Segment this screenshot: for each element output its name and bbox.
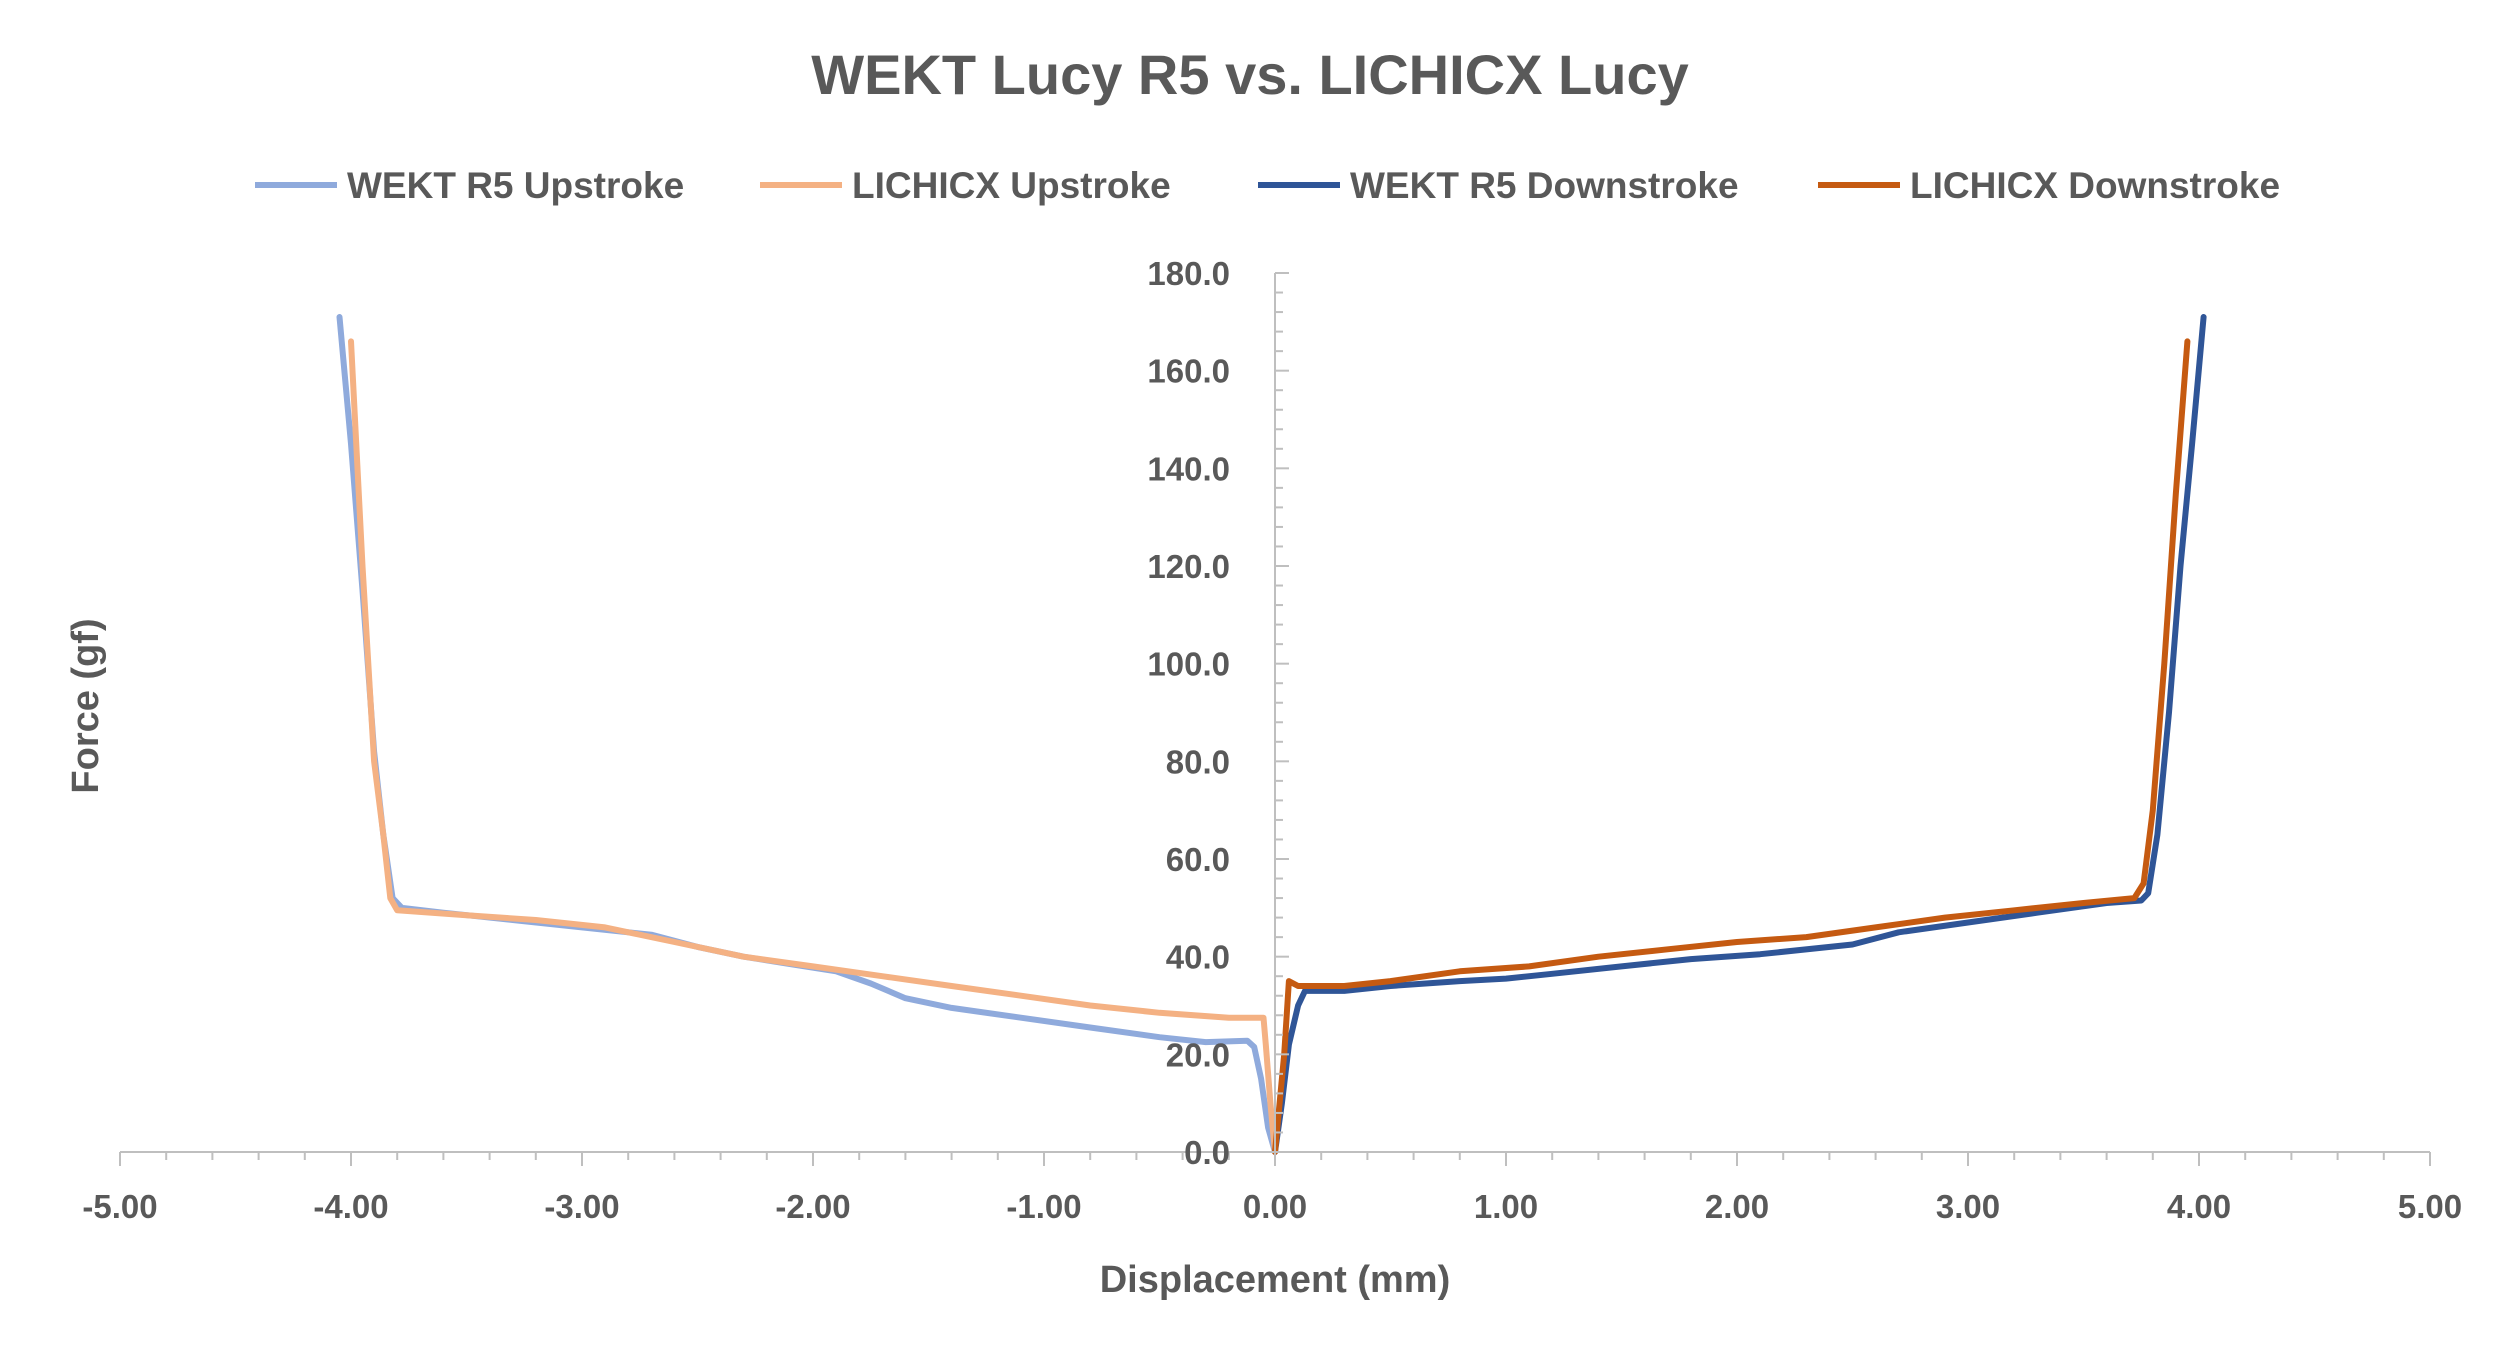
legend-label: WEKT R5 Upstroke — [347, 165, 684, 206]
y-tick-label: 40.0 — [1166, 939, 1230, 976]
y-tick-label: 180.0 — [1147, 255, 1230, 292]
x-tick-label: 2.00 — [1705, 1188, 1769, 1225]
legend-item-wekt-r5-upstroke[interactable]: WEKT R5 Upstroke — [255, 165, 684, 206]
series-line-wekt-r5-upstroke — [336, 314, 1278, 1155]
chart-title: WEKT Lucy R5 vs. LICHICX Lucy — [811, 43, 1689, 106]
series-line-lichicx-upstroke — [348, 338, 1278, 1155]
y-tick-label: 80.0 — [1166, 743, 1230, 780]
y-tick-label: 160.0 — [1147, 353, 1230, 390]
axes — [119, 272, 2431, 1166]
x-tick-label: -1.00 — [1006, 1188, 1081, 1225]
x-tick-label: 1.00 — [1474, 1188, 1538, 1225]
y-tick-label: 100.0 — [1147, 646, 1230, 683]
y-axis-ticks: 0.0 20.0 40.0 60.0 80.0 100.0 120.0 140.0 160.0 1… — [1147, 255, 1230, 1171]
y-axis-title: Force (gf) — [65, 618, 107, 793]
y-tick-label: 60.0 — [1166, 841, 1230, 878]
x-tick-label: -2.00 — [775, 1188, 850, 1225]
x-tick-label: -5.00 — [82, 1188, 157, 1225]
legend-item-wekt-r5-downstroke[interactable]: WEKT R5 Downstroke — [1258, 165, 1739, 206]
y-tick-label: 0.0 — [1184, 1134, 1230, 1171]
legend-item-lichicx-downstroke[interactable]: LICHICX Downstroke — [1818, 165, 2280, 206]
x-tick-label: 3.00 — [1936, 1188, 2000, 1225]
legend-label: LICHICX Downstroke — [1910, 165, 2280, 206]
x-tick-label: 0.00 — [1243, 1188, 1307, 1225]
y-tick-label: 20.0 — [1166, 1036, 1230, 1073]
legend-label: WEKT R5 Downstroke — [1350, 165, 1739, 206]
y-tick-label: 140.0 — [1147, 450, 1230, 487]
legend[interactable]: WEKT R5 Upstroke LICHICX Upstroke WEKT R5 … — [255, 165, 2280, 206]
series-line-lichicx-downstroke — [1272, 338, 2191, 1155]
y-tick-label: 120.0 — [1147, 548, 1230, 585]
series-line-wekt-r5-downstroke — [1272, 314, 2207, 1155]
x-tick-label: 5.00 — [2398, 1188, 2462, 1225]
x-tick-label: 4.00 — [2167, 1188, 2231, 1225]
legend-label: LICHICX Upstroke — [852, 165, 1171, 206]
x-axis-ticks: -5.00 -4.00 -3.00 -2.00 -1.00 0.00 1.00 2.00 3.0… — [82, 1188, 2462, 1225]
x-tick-label: -4.00 — [313, 1188, 388, 1225]
x-tick-label: -3.00 — [544, 1188, 619, 1225]
series-layer — [336, 314, 2207, 1155]
legend-item-lichicx-upstroke[interactable]: LICHICX Upstroke — [760, 165, 1171, 206]
x-axis-title: Displacement (mm) — [1100, 1259, 1451, 1301]
